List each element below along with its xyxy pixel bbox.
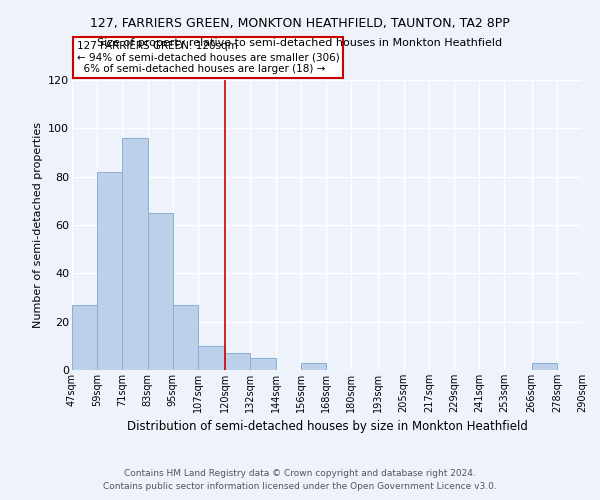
X-axis label: Distribution of semi-detached houses by size in Monkton Heathfield: Distribution of semi-detached houses by …	[127, 420, 527, 434]
Bar	[148, 213, 173, 370]
Text: 127, FARRIERS GREEN, MONKTON HEATHFIELD, TAUNTON, TA2 8PP: 127, FARRIERS GREEN, MONKTON HEATHFIELD,…	[90, 18, 510, 30]
Bar	[225, 353, 250, 370]
Text: Contains HM Land Registry data © Crown copyright and database right 2024.: Contains HM Land Registry data © Crown c…	[124, 468, 476, 477]
Text: Contains public sector information licensed under the Open Government Licence v3: Contains public sector information licen…	[103, 482, 497, 491]
Bar	[72, 304, 97, 370]
Y-axis label: Number of semi-detached properties: Number of semi-detached properties	[32, 122, 43, 328]
Bar	[173, 304, 198, 370]
Bar	[198, 346, 225, 370]
Bar	[122, 138, 148, 370]
Bar	[532, 363, 557, 370]
Bar	[97, 172, 122, 370]
Bar	[250, 358, 275, 370]
Bar	[301, 363, 326, 370]
Text: 127 FARRIERS GREEN: 120sqm
← 94% of semi-detached houses are smaller (306)
  6% : 127 FARRIERS GREEN: 120sqm ← 94% of semi…	[77, 41, 340, 74]
Text: Size of property relative to semi-detached houses in Monkton Heathfield: Size of property relative to semi-detach…	[97, 38, 503, 48]
